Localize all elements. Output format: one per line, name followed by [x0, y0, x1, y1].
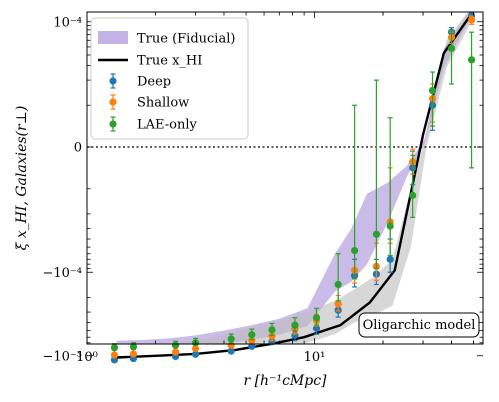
bands-layer: [116, 12, 470, 344]
data-point: [191, 350, 200, 358]
legend-entry: Shallow: [137, 96, 189, 111]
axes-layer: 10⁰ 10¹ 10⁻⁴ 0 −10⁻⁴ −10⁻³ r [h⁻¹cMpc] ξ x_HI, …: [14, 11, 484, 389]
band-fiducial: [116, 12, 470, 344]
data-point: [291, 321, 299, 329]
legend-entry: True (Fiducial): [137, 32, 235, 47]
data-point: [386, 222, 394, 230]
legend: True (Fiducial) True x_HI Deep Shallow LAE-o…: [90, 17, 249, 140]
data-point: [351, 246, 359, 255]
annotation-frame: [358, 312, 480, 338]
y-tick-label: 10⁻⁴: [53, 15, 82, 30]
data-point: [171, 341, 180, 349]
data-point: [334, 300, 342, 308]
legend-entry: LAE-only: [137, 118, 198, 133]
legend-marker: [109, 98, 117, 106]
y-tick-label: −10⁻³: [42, 349, 82, 364]
y-axis-label: ξ x_HI, Galaxies(r⊥): [14, 106, 30, 251]
x-axis-label: r [h⁻¹cMpc]: [243, 373, 327, 389]
legend-patch-fiducial: [98, 31, 128, 44]
legend-marker: [109, 120, 117, 128]
data-point: [248, 337, 256, 345]
legend-marker: [109, 77, 117, 85]
x-tick-label: 10¹: [304, 350, 326, 365]
x-tick-label: 10⁰: [76, 350, 98, 365]
legend-entry: True x_HI: [137, 54, 202, 69]
y-tick-label: 0: [74, 141, 82, 156]
data-point: [312, 314, 321, 322]
data-point: [248, 331, 256, 339]
data-point: [268, 326, 276, 334]
data-point: [428, 86, 437, 95]
data-point: [467, 16, 476, 24]
data-point: [447, 44, 456, 52]
legend-frame: [90, 17, 249, 140]
legend-entry: Deep: [137, 75, 171, 90]
data-point: [129, 343, 138, 351]
data-point: [129, 350, 138, 358]
data-point: [110, 344, 119, 352]
data-point: [227, 335, 235, 343]
data-point: [334, 280, 342, 289]
data-point: [227, 347, 235, 355]
true-line-layer: [116, 16, 471, 359]
data-point: [372, 230, 380, 238]
data-point: [191, 344, 200, 353]
data-point: [467, 56, 476, 64]
data-point: [171, 348, 180, 356]
annotation-text: Oligarchic model: [363, 318, 476, 333]
y-tick-label: −10⁻⁴: [42, 266, 82, 281]
data-point: [110, 351, 119, 359]
plot-frame: [86, 11, 484, 345]
data-point: [268, 332, 276, 340]
data-point: [386, 255, 394, 263]
true-xhi-line: [116, 16, 471, 359]
band-true-xhi: [171, 12, 470, 344]
data-point: [409, 191, 417, 199]
annotation-box: Oligarchic model: [358, 312, 480, 338]
